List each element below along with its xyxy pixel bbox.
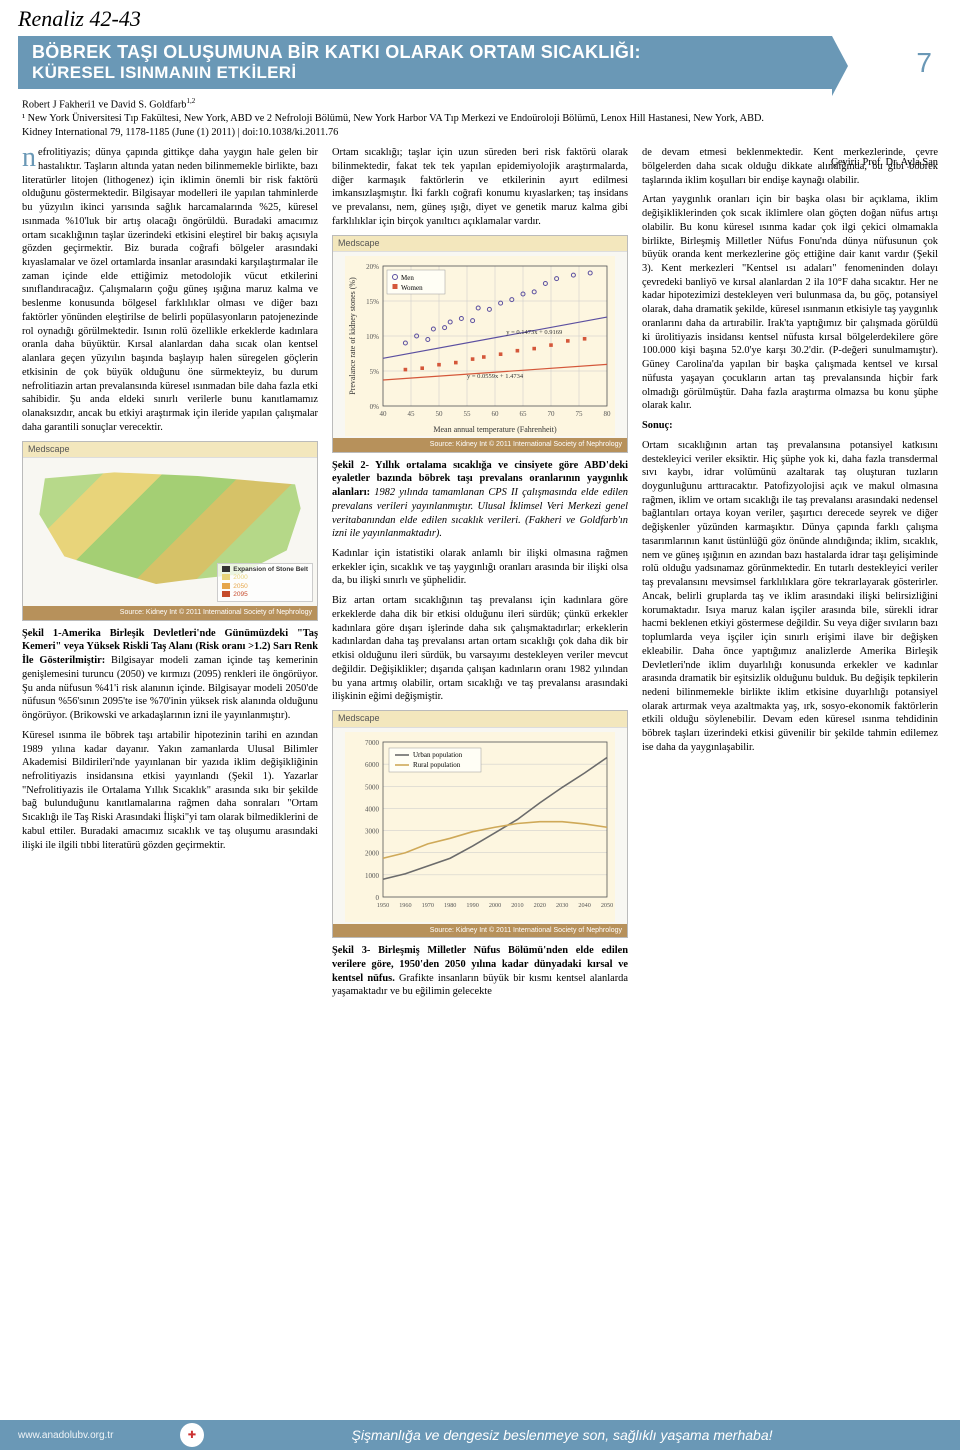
svg-text:65: 65 bbox=[520, 410, 528, 418]
svg-text:75: 75 bbox=[576, 410, 584, 418]
medscape-label: Medscape bbox=[333, 711, 627, 728]
svg-text:Rural population: Rural population bbox=[413, 761, 461, 769]
body-columns: nefrolitiyazis; dünya çapında gittikçe d… bbox=[0, 144, 960, 1005]
svg-text:Men: Men bbox=[401, 274, 414, 282]
map-legend: Expansion of Stone Belt 2000 2050 2095 bbox=[217, 563, 313, 603]
figure-source: Source: Kidney Int © 2011 International … bbox=[333, 438, 627, 451]
dropcap: n bbox=[22, 146, 38, 168]
footer-url: www.anadolubv.org.tr bbox=[0, 1430, 170, 1441]
figure-1-map: Medscape Expansion of Stone Belt 2000 20… bbox=[22, 441, 318, 621]
svg-text:Urban population: Urban population bbox=[413, 751, 463, 759]
title-bar: BÖBREK TAŞI OLUŞUMUNA BİR KATKI OLARAK O… bbox=[18, 36, 942, 89]
figure-3-caption: Şekil 3- Birleşmiş Milletler Nüfus Bölüm… bbox=[332, 944, 628, 999]
figure-2-caption: Şekil 2- Yıllık ortalama sıcaklığa ve ci… bbox=[332, 459, 628, 541]
svg-text:Mean annual temperature (Fahre: Mean annual temperature (Fahrenheit) bbox=[433, 425, 557, 434]
col2-para-3: Biz artan ortam sıcaklığının taş prevala… bbox=[332, 594, 628, 704]
col1-para-2: Küresel ısınma ile böbrek taşı artabilir… bbox=[22, 729, 318, 853]
title-line-1: BÖBREK TAŞI OLUŞUMUNA BİR KATKI OLARAK O… bbox=[32, 42, 818, 63]
svg-text:45: 45 bbox=[408, 410, 416, 418]
svg-text:5%: 5% bbox=[370, 368, 380, 376]
figure-source: Source: Kidney Int © 2011 International … bbox=[23, 606, 317, 619]
article-title: BÖBREK TAŞI OLUŞUMUNA BİR KATKI OLARAK O… bbox=[18, 36, 832, 89]
svg-text:1950: 1950 bbox=[377, 902, 389, 909]
scatter-chart: 0% 5% 10% 15% 20% 40 45 50 55 60 65 70 75 80 Men Women y… bbox=[345, 256, 615, 436]
svg-text:2000: 2000 bbox=[365, 850, 380, 858]
authors-block: Robert J Fakheri1 ve David S. Goldfarb1,… bbox=[0, 89, 960, 144]
translator: Çeviri: Prof. Dr. Ayla San bbox=[831, 157, 938, 168]
chevron-icon bbox=[832, 36, 848, 96]
title-line-2: KÜRESEL ISINMANIN ETKİLERİ bbox=[32, 63, 818, 83]
svg-text:2010: 2010 bbox=[511, 902, 523, 909]
figure-1-caption: Şekil 1-Amerika Birleşik Devletleri'nde … bbox=[22, 627, 318, 723]
conclusion-heading: Sonuç: bbox=[642, 419, 938, 433]
column-3: de devam etmesi beklenmektedir. Kent mer… bbox=[642, 146, 938, 1005]
col2-para-2: Kadınlar için istatistiki olarak anlamlı… bbox=[332, 547, 628, 588]
col2-para-1: Ortam sıcaklığı; taşlar için uzun sürede… bbox=[332, 146, 628, 228]
svg-text:40: 40 bbox=[380, 410, 388, 418]
page-number-box: 7 bbox=[832, 36, 942, 89]
svg-text:2050: 2050 bbox=[601, 902, 613, 909]
svg-text:1000: 1000 bbox=[365, 872, 380, 880]
svg-text:Prevalance rate of kidney ston: Prevalance rate of kidney stones (%) bbox=[348, 277, 357, 395]
svg-text:2020: 2020 bbox=[534, 902, 546, 909]
figure-3-line: Medscape 0 1000 2000 3000 4000 5000 6000 7000 19… bbox=[332, 710, 628, 938]
svg-text:2030: 2030 bbox=[556, 902, 568, 909]
svg-text:70: 70 bbox=[548, 410, 556, 418]
column-1: nefrolitiyazis; dünya çapında gittikçe d… bbox=[22, 146, 318, 1005]
footer-logo-icon: ✚ bbox=[180, 1423, 204, 1447]
col3-para-1: Artan yaygınlık oranları için bir başka … bbox=[642, 193, 938, 413]
svg-text:0: 0 bbox=[376, 894, 380, 902]
svg-text:0%: 0% bbox=[370, 403, 380, 411]
svg-text:20%: 20% bbox=[366, 263, 379, 271]
medscape-label: Medscape bbox=[23, 442, 317, 459]
figure-source: Source: Kidney Int © 2011 International … bbox=[333, 924, 627, 937]
svg-text:4000: 4000 bbox=[365, 805, 380, 813]
svg-text:55: 55 bbox=[464, 410, 472, 418]
svg-text:1970: 1970 bbox=[422, 902, 434, 909]
line-chart: 0 1000 2000 3000 4000 5000 6000 7000 1950 1960 197… bbox=[345, 732, 615, 922]
svg-text:1980: 1980 bbox=[444, 902, 456, 909]
svg-text:3000: 3000 bbox=[365, 828, 380, 836]
svg-text:6000: 6000 bbox=[365, 761, 380, 769]
svg-text:10%: 10% bbox=[366, 333, 379, 341]
svg-text:2000: 2000 bbox=[489, 902, 501, 909]
page-number: 7 bbox=[916, 47, 932, 79]
svg-text:y = 0.0559x + 1.4734: y = 0.0559x + 1.4734 bbox=[467, 373, 524, 380]
svg-text:50: 50 bbox=[436, 410, 444, 418]
col1-para-1: nefrolitiyazis; dünya çapında gittikçe d… bbox=[22, 146, 318, 434]
medscape-label: Medscape bbox=[333, 236, 627, 253]
journal-name: Renaliz 42-43 bbox=[18, 6, 942, 32]
svg-text:15%: 15% bbox=[366, 298, 379, 306]
svg-text:y = 0.1473x + 0.9169: y = 0.1473x + 0.9169 bbox=[506, 329, 562, 336]
svg-text:60: 60 bbox=[492, 410, 500, 418]
svg-text:5000: 5000 bbox=[365, 783, 380, 791]
svg-text:1990: 1990 bbox=[466, 902, 478, 909]
affiliation: ¹ New York Üniversitesi Tıp Fakültesi, N… bbox=[22, 112, 938, 126]
column-2: Ortam sıcaklığı; taşlar için uzun sürede… bbox=[332, 146, 628, 1005]
svg-text:2040: 2040 bbox=[578, 902, 590, 909]
page-footer: www.anadolubv.org.tr ✚ Şişmanlığa ve den… bbox=[0, 1420, 960, 1450]
figure-2-scatter: Medscape 0% 5% 10% 15% 20% 40 45 50 55 60 65 70 75 80… bbox=[332, 235, 628, 453]
svg-text:1960: 1960 bbox=[399, 902, 411, 909]
authors: Robert J Fakheri1 ve David S. Goldfarb1,… bbox=[22, 97, 938, 112]
footer-slogan: Şişmanlığa ve dengesiz beslenmeye son, s… bbox=[214, 1427, 960, 1443]
col3-para-2: Ortam sıcaklığının artan taş prevalansın… bbox=[642, 439, 938, 755]
svg-text:Women: Women bbox=[401, 284, 423, 292]
svg-text:7000: 7000 bbox=[365, 739, 380, 747]
citation: Kidney International 79, 1178-1185 (June… bbox=[22, 126, 938, 140]
svg-text:80: 80 bbox=[604, 410, 612, 418]
page-header: Renaliz 42-43 BÖBREK TAŞI OLUŞUMUNA BİR … bbox=[0, 0, 960, 89]
